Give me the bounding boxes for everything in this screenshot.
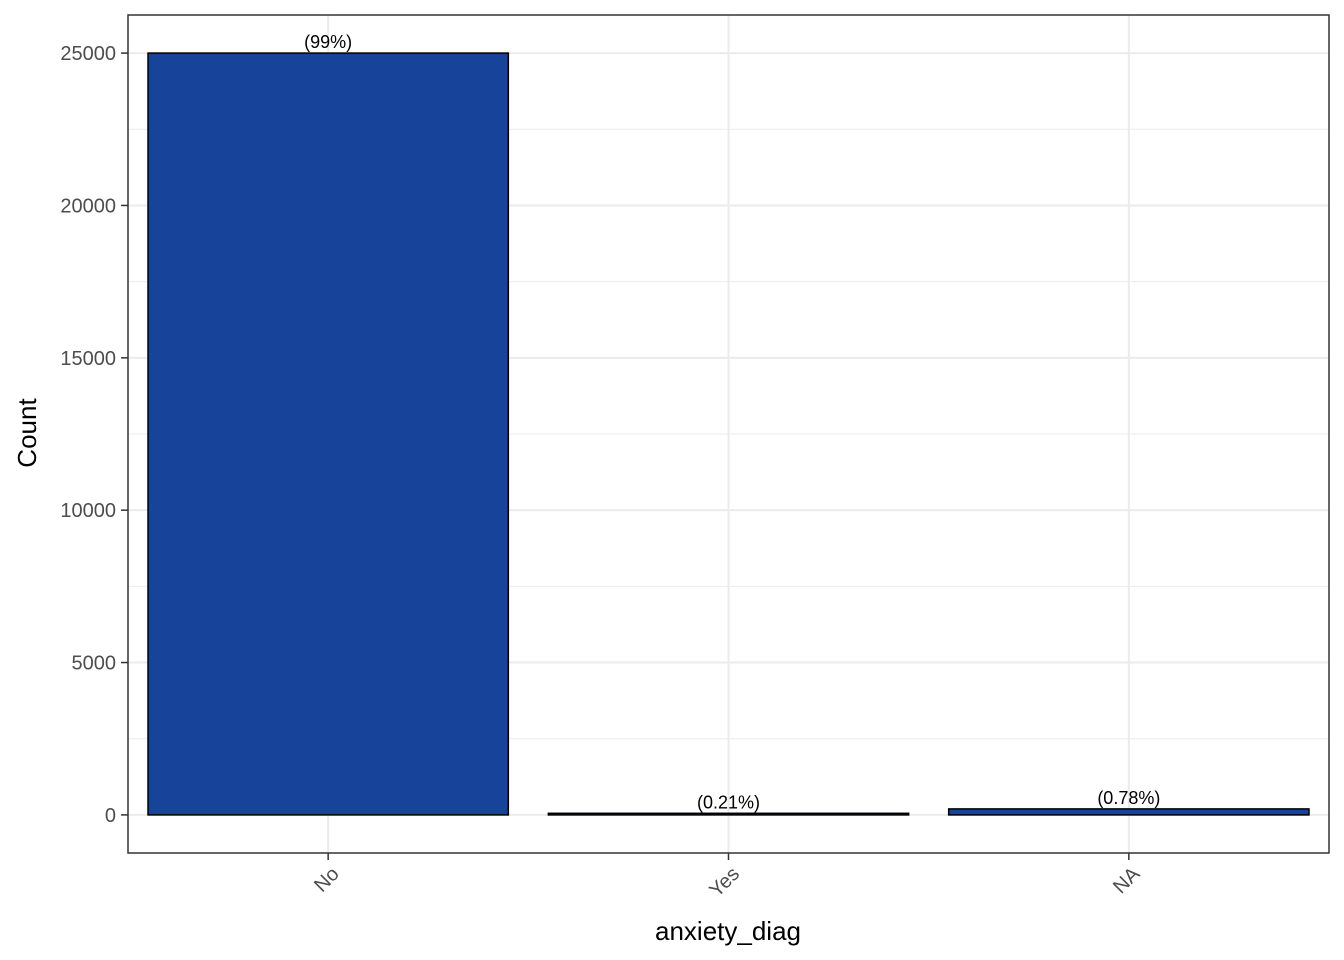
bar-label-yes: (0.21%) [697, 792, 760, 812]
y-axis: 0 5000 10000 15000 20000 25000 [60, 43, 128, 827]
x-tick-label-yes: Yes [705, 863, 744, 902]
bar-label-no: (99%) [304, 32, 352, 52]
y-tick-label: 20000 [60, 195, 116, 217]
y-tick-label: 0 [105, 805, 116, 827]
y-tick-label: 10000 [60, 500, 116, 522]
y-tick-label: 25000 [60, 43, 116, 65]
bar-label-na: (0.78%) [1097, 788, 1160, 808]
bar-yes [547, 812, 910, 816]
bar-labels: (99%) (0.21%) (0.78%) [304, 32, 1160, 812]
bar-no [147, 52, 510, 816]
y-axis-title: Count [12, 398, 42, 468]
x-axis: No Yes NA [310, 853, 1145, 902]
bars [147, 52, 1310, 816]
x-axis-title: anxiety_diag [655, 916, 801, 946]
y-tick-label: 5000 [72, 653, 117, 675]
y-tick-label: 15000 [60, 348, 116, 370]
bar-na [947, 808, 1310, 816]
x-tick-label-na: NA [1109, 863, 1145, 899]
x-tick-label-no: No [310, 863, 344, 897]
